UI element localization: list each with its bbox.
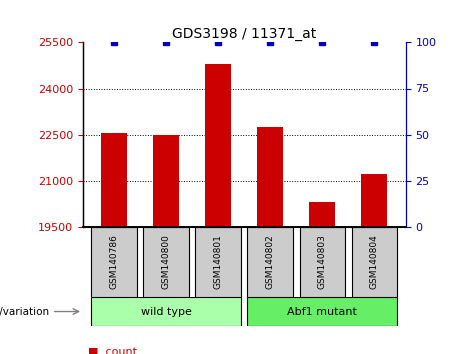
Text: genotype/variation: genotype/variation	[0, 307, 49, 316]
Bar	[309, 202, 336, 227]
Bar	[352, 227, 397, 297]
Bar	[257, 127, 284, 227]
Bar	[91, 227, 137, 297]
Bar	[248, 227, 293, 297]
Bar	[248, 297, 397, 326]
Text: GSM140801: GSM140801	[214, 234, 223, 290]
Title: GDS3198 / 11371_at: GDS3198 / 11371_at	[172, 28, 316, 41]
Bar	[91, 297, 241, 326]
Text: GSM140800: GSM140800	[162, 234, 171, 290]
Text: Abf1 mutant: Abf1 mutant	[288, 307, 357, 316]
Bar	[143, 227, 189, 297]
Bar	[205, 64, 231, 227]
Text: GSM140803: GSM140803	[318, 234, 327, 290]
Bar	[101, 133, 127, 227]
Text: GSM140804: GSM140804	[370, 235, 379, 289]
Bar	[300, 227, 345, 297]
Text: ■  count: ■ count	[88, 347, 136, 354]
Bar	[195, 227, 241, 297]
Text: GSM140802: GSM140802	[266, 235, 275, 289]
Text: wild type: wild type	[141, 307, 192, 316]
Text: GSM140786: GSM140786	[110, 234, 119, 290]
Bar	[153, 135, 179, 227]
Bar	[361, 175, 387, 227]
